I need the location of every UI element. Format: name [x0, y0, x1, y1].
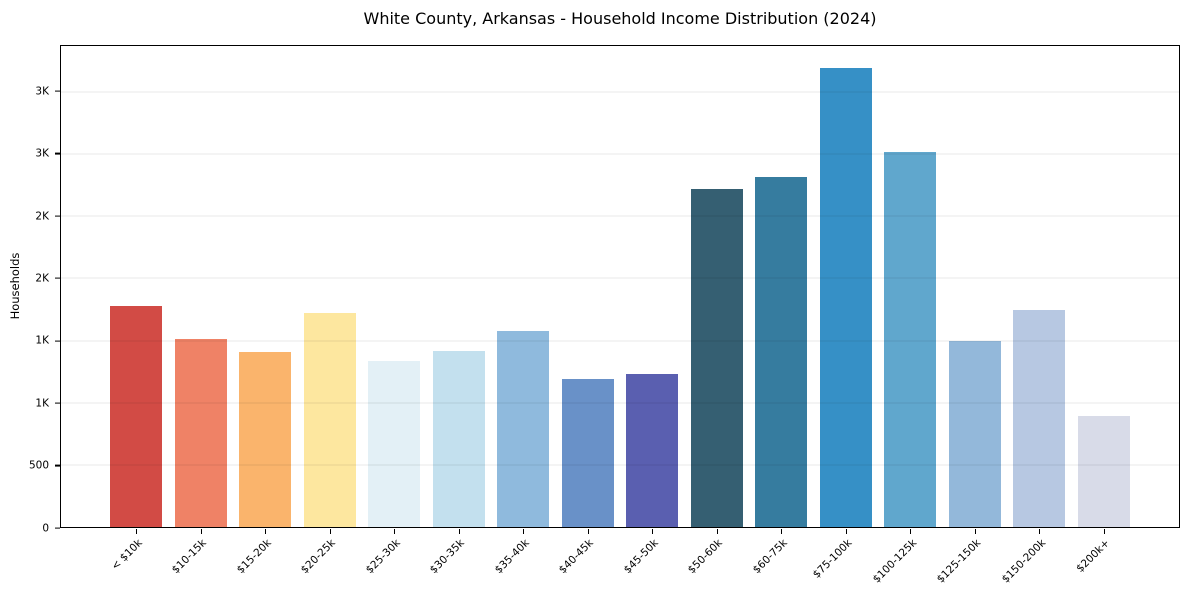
- x-tick-mark: [523, 528, 525, 534]
- bar: [303, 312, 356, 527]
- bar-slot: $45-50k: [620, 46, 685, 576]
- y-tick-mark: [55, 527, 60, 529]
- x-tick-mark: [845, 528, 847, 534]
- x-tick-mark: [652, 528, 654, 534]
- bar: [755, 177, 808, 527]
- x-tick-mark: [394, 528, 396, 534]
- x-tick-mark: [1103, 528, 1105, 534]
- x-tick-label: $35-40k: [492, 537, 532, 577]
- bar-slot: $10-15k: [169, 46, 234, 576]
- x-tick-mark: [200, 528, 202, 534]
- bar-slot: $40-45k: [556, 46, 621, 576]
- x-tick-mark: [974, 528, 976, 534]
- bar-slot: $50-60k: [685, 46, 750, 576]
- bar-slot: $150-200k: [999, 46, 1072, 586]
- bar-slot: $35-40k: [491, 46, 556, 576]
- bar: [884, 152, 937, 527]
- x-tick-mark: [716, 528, 718, 534]
- x-tick-label: $100-125k: [870, 537, 919, 586]
- y-tick-mark: [55, 402, 60, 404]
- chart-title: White County, Arkansas - Household Incom…: [363, 9, 877, 28]
- bar: [1077, 416, 1130, 527]
- x-tick-label: $150-200k: [999, 537, 1048, 586]
- bar-slot: $20-25k: [298, 46, 363, 576]
- x-tick-label: $75-100k: [810, 537, 855, 581]
- bar-slot: $15-20k: [233, 46, 298, 576]
- bar-slot: $200k+: [1072, 46, 1137, 575]
- x-tick-label: $50-60k: [686, 537, 726, 577]
- bars-container: < $10k $10-15k $15-20k $20-25k $25-30k $30-35…: [61, 46, 1179, 586]
- bar-slot: $100-125k: [870, 46, 943, 586]
- y-tick-mark: [55, 153, 60, 155]
- bar: [690, 188, 743, 527]
- bar: [174, 339, 227, 527]
- y-tick-label: 2K: [35, 272, 49, 285]
- y-tick-label: 2K: [35, 209, 49, 222]
- y-tick-mark: [55, 215, 60, 217]
- x-tick-label: $200k+: [1074, 537, 1113, 575]
- x-tick-mark: [136, 528, 138, 534]
- y-tick-mark: [55, 90, 60, 92]
- bar-slot: $125-150k: [935, 46, 1008, 586]
- bar: [432, 351, 485, 527]
- bar: [368, 361, 421, 527]
- bar: [497, 331, 550, 527]
- bar-slot: $25-30k: [362, 46, 427, 576]
- x-tick-label: < $10k: [109, 537, 145, 573]
- x-tick-mark: [587, 528, 589, 534]
- x-tick-mark: [1039, 528, 1041, 534]
- y-tick-label: 0: [42, 521, 49, 534]
- x-tick-label: $10-15k: [170, 537, 210, 577]
- x-tick-label: $60-75k: [750, 537, 790, 577]
- x-tick-mark: [910, 528, 912, 534]
- bar: [1013, 309, 1066, 527]
- y-tick-label: 3K: [35, 147, 49, 160]
- x-tick-label: $15-20k: [234, 537, 274, 577]
- bar-slot: $60-75k: [749, 46, 814, 576]
- x-tick-label: $45-50k: [621, 537, 661, 577]
- bar-slot: $75-100k: [810, 46, 879, 581]
- bar: [819, 68, 872, 527]
- y-tick-label: 1K: [35, 334, 49, 347]
- y-tick-label: 500: [28, 459, 49, 472]
- y-tick-label: 1K: [35, 396, 49, 409]
- x-tick-label: $40-45k: [557, 537, 597, 577]
- bar-slot: < $10k: [104, 46, 169, 573]
- x-tick-label: $20-25k: [299, 537, 339, 577]
- x-tick-mark: [265, 528, 267, 534]
- bar: [561, 379, 614, 527]
- y-tick-label: 3K: [35, 84, 49, 97]
- x-tick-mark: [458, 528, 460, 534]
- y-tick-mark: [55, 340, 60, 342]
- x-tick-label: $125-150k: [934, 537, 984, 586]
- plot-area: < $10k $10-15k $15-20k $20-25k $25-30k $30-35…: [60, 45, 1180, 586]
- y-tick-mark: [55, 465, 60, 467]
- bar: [239, 351, 292, 527]
- bar: [626, 374, 679, 527]
- bar: [110, 305, 163, 527]
- y-tick-mark: [55, 277, 60, 279]
- x-tick-label: $30-35k: [428, 537, 468, 577]
- bar-slot: $30-35k: [427, 46, 492, 576]
- bar: [948, 340, 1001, 527]
- x-tick-label: $25-30k: [363, 537, 403, 577]
- x-tick-mark: [781, 528, 783, 534]
- y-axis-ticks: 0 500 1K 1K 2K 2K 3K 3K: [0, 45, 60, 533]
- x-tick-mark: [329, 528, 331, 534]
